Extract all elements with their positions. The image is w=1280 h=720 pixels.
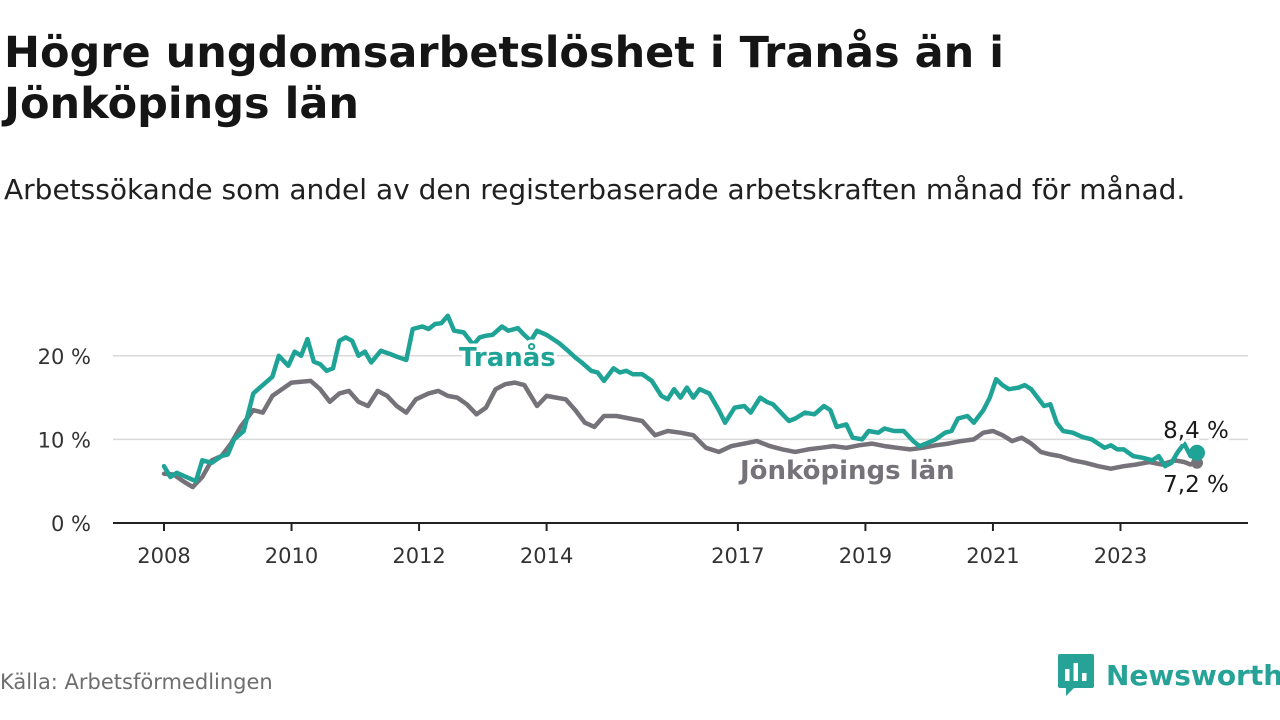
series-label-jonkoping-halo: Jönköpings län (738, 456, 955, 486)
x-tick-label: 2012 (392, 544, 445, 568)
chart-subtitle: Arbetssökande som andel av den registerb… (4, 173, 1186, 206)
end-value-tranas-halo: 8,4 % (1163, 418, 1229, 444)
x-tick-label: 2014 (520, 544, 573, 568)
y-tick-label: 10 % (38, 428, 91, 452)
end-value-tranas: 8,4 % (1163, 418, 1229, 444)
series-line-tranas (161, 313, 1200, 484)
source-note: Källa: Arbetsförmedlingen (0, 670, 273, 694)
x-tick-label: 2017 (711, 544, 764, 568)
brand[interactable]: Newsworthy (1058, 652, 1280, 698)
end-value-jonkoping-halo: 7,2 % (1163, 472, 1229, 498)
newsworthy-logo-icon (1058, 654, 1094, 696)
series-line-jonkoping (161, 378, 1200, 490)
series-lines (161, 313, 1205, 490)
x-tick-label: 2021 (966, 544, 1019, 568)
x-tick-label: 2019 (839, 544, 892, 568)
y-tick-label: 20 % (38, 345, 91, 369)
chart-title: Högre ungdomsarbetslöshet i Tranås än i … (4, 28, 1004, 129)
end-value-jonkoping: 7,2 % (1163, 472, 1229, 498)
y-tick-label: 0 % (51, 512, 91, 536)
series-label-tranas-halo: Tranås (459, 341, 556, 373)
x-tick-label: 2008 (137, 544, 190, 568)
x-axis-ticks: 2008 2010 2012 2014 2017 2019 2021 2023 (137, 523, 1147, 568)
x-tick-label: 2023 (1094, 544, 1147, 568)
x-tick-label: 2010 (265, 544, 318, 568)
series-label-tranas: Tranås (459, 341, 556, 373)
series-label-jonkoping: Jönköpings län (738, 456, 955, 486)
y-axis-tick-labels: 0 % 10 % 20 % (38, 345, 91, 536)
end-point-tranas (1189, 444, 1205, 461)
brand-name: Newsworthy (1106, 658, 1280, 692)
